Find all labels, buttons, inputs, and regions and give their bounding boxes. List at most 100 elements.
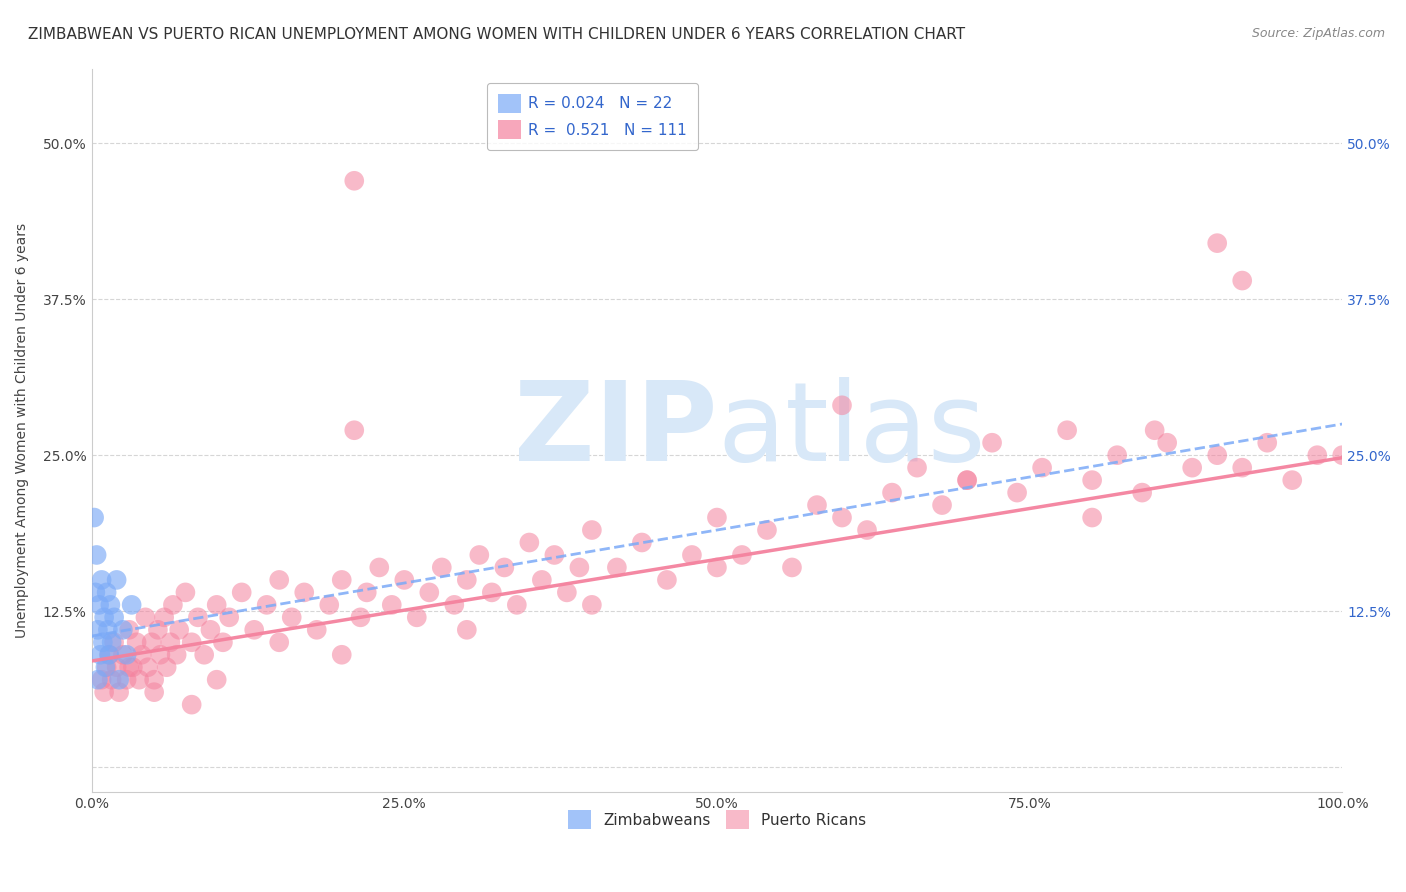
Point bbox=[115, 648, 138, 662]
Point bbox=[318, 598, 340, 612]
Point bbox=[956, 473, 979, 487]
Point bbox=[330, 648, 353, 662]
Point bbox=[231, 585, 253, 599]
Text: ZIMBABWEAN VS PUERTO RICAN UNEMPLOYMENT AMONG WOMEN WITH CHILDREN UNDER 6 YEARS : ZIMBABWEAN VS PUERTO RICAN UNEMPLOYMENT … bbox=[28, 27, 966, 42]
Point bbox=[118, 660, 141, 674]
Point bbox=[1143, 423, 1166, 437]
Point bbox=[430, 560, 453, 574]
Point bbox=[94, 660, 117, 674]
Point bbox=[655, 573, 678, 587]
Point bbox=[905, 460, 928, 475]
Point bbox=[1081, 473, 1104, 487]
Point bbox=[349, 610, 371, 624]
Point bbox=[193, 648, 215, 662]
Point bbox=[103, 635, 125, 649]
Point bbox=[931, 498, 953, 512]
Point bbox=[530, 573, 553, 587]
Point bbox=[981, 435, 1004, 450]
Point bbox=[706, 510, 728, 524]
Point bbox=[456, 623, 478, 637]
Point bbox=[856, 523, 879, 537]
Point bbox=[146, 623, 169, 637]
Point bbox=[121, 598, 143, 612]
Point bbox=[631, 535, 654, 549]
Point bbox=[731, 548, 754, 562]
Point bbox=[456, 573, 478, 587]
Point bbox=[606, 560, 628, 574]
Point bbox=[96, 660, 118, 674]
Point bbox=[100, 598, 122, 612]
Point bbox=[212, 635, 235, 649]
Point bbox=[956, 473, 979, 487]
Point bbox=[187, 610, 209, 624]
Point bbox=[356, 585, 378, 599]
Point bbox=[128, 673, 150, 687]
Point bbox=[174, 585, 197, 599]
Point bbox=[98, 648, 121, 662]
Point bbox=[90, 573, 112, 587]
Point bbox=[780, 560, 803, 574]
Point bbox=[125, 635, 148, 649]
Point bbox=[256, 598, 278, 612]
Point bbox=[368, 560, 391, 574]
Text: ZIP: ZIP bbox=[513, 376, 717, 483]
Point bbox=[555, 585, 578, 599]
Point bbox=[1232, 274, 1254, 288]
Point bbox=[87, 623, 110, 637]
Point bbox=[131, 648, 153, 662]
Point bbox=[1331, 448, 1354, 462]
Text: atlas: atlas bbox=[717, 376, 986, 483]
Point bbox=[167, 623, 190, 637]
Point bbox=[305, 623, 328, 637]
Point bbox=[1005, 485, 1028, 500]
Point bbox=[568, 560, 591, 574]
Point bbox=[105, 573, 128, 587]
Point bbox=[91, 635, 114, 649]
Point bbox=[405, 610, 427, 624]
Point bbox=[1107, 448, 1129, 462]
Point bbox=[84, 585, 107, 599]
Point bbox=[97, 623, 120, 637]
Point bbox=[89, 598, 111, 612]
Point bbox=[118, 623, 141, 637]
Point bbox=[93, 685, 115, 699]
Point bbox=[115, 673, 138, 687]
Point bbox=[134, 610, 156, 624]
Point bbox=[162, 598, 184, 612]
Point bbox=[681, 548, 703, 562]
Y-axis label: Unemployment Among Women with Children Under 6 years: Unemployment Among Women with Children U… bbox=[15, 223, 30, 638]
Point bbox=[543, 548, 565, 562]
Point bbox=[96, 585, 118, 599]
Point bbox=[581, 598, 603, 612]
Point bbox=[141, 635, 163, 649]
Point bbox=[143, 685, 166, 699]
Point bbox=[90, 673, 112, 687]
Point bbox=[243, 623, 266, 637]
Point bbox=[517, 535, 540, 549]
Point bbox=[153, 610, 176, 624]
Point bbox=[343, 423, 366, 437]
Point bbox=[481, 585, 503, 599]
Point bbox=[205, 598, 228, 612]
Point bbox=[100, 635, 122, 649]
Point bbox=[468, 548, 491, 562]
Point bbox=[506, 598, 529, 612]
Point bbox=[108, 685, 131, 699]
Point bbox=[149, 648, 172, 662]
Point bbox=[706, 560, 728, 574]
Point bbox=[108, 673, 131, 687]
Text: Source: ZipAtlas.com: Source: ZipAtlas.com bbox=[1251, 27, 1385, 40]
Point bbox=[292, 585, 315, 599]
Point bbox=[880, 485, 903, 500]
Point bbox=[494, 560, 516, 574]
Point bbox=[280, 610, 302, 624]
Point bbox=[1181, 460, 1204, 475]
Point bbox=[111, 648, 134, 662]
Point bbox=[755, 523, 778, 537]
Point bbox=[143, 673, 166, 687]
Point bbox=[1031, 460, 1053, 475]
Point bbox=[89, 648, 111, 662]
Point bbox=[269, 635, 291, 649]
Point bbox=[1281, 473, 1303, 487]
Point bbox=[136, 660, 159, 674]
